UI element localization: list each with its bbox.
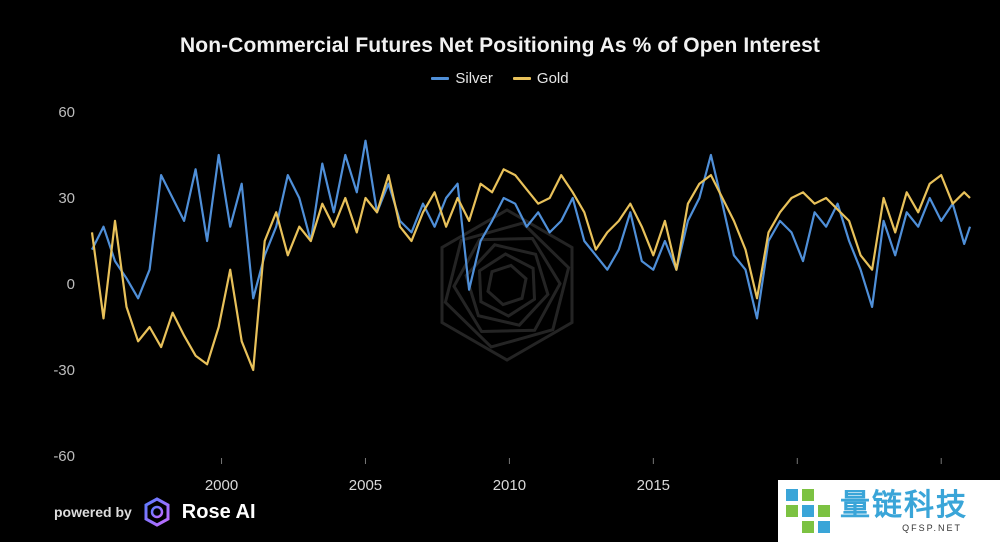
footer: powered by Rose AI (54, 497, 256, 527)
background-logo-ring (443, 221, 571, 349)
legend-swatch-silver (431, 77, 450, 80)
x-tick-label: 2010 (493, 477, 526, 494)
series-line-gold (90, 168, 971, 372)
legend-item-silver[interactable]: Silver (431, 70, 493, 87)
x-tick-label: 2015 (637, 477, 670, 494)
background-logo-ring (440, 208, 574, 362)
background-logo-ring (486, 263, 528, 307)
y-tick-label: 60 (58, 104, 75, 121)
y-tick-label: -60 (53, 448, 75, 465)
watermark-url: QFSP.NET (902, 523, 962, 533)
series-group (90, 139, 972, 372)
chart-legend: Silver Gold (0, 70, 1000, 87)
x-tick-label: 2005 (349, 477, 382, 494)
legend-swatch-gold (512, 77, 531, 80)
y-tick-label: 0 (67, 276, 75, 293)
background-logo-ring (452, 236, 562, 334)
rose-ai-logo-icon (144, 497, 170, 527)
background-logo-ring (464, 243, 550, 327)
x-tick-label: 2000 (205, 477, 238, 494)
background-logo-icon (440, 208, 574, 362)
y-axis: 60 30 0 -30 -60 (53, 104, 75, 465)
series-line-silver (91, 139, 972, 320)
legend-label-gold: Gold (536, 70, 569, 87)
background-logo-ring (477, 252, 537, 318)
y-tick-label: 30 (58, 190, 75, 207)
watermark-logo-icon (786, 489, 830, 533)
chart-title: Non-Commercial Futures Net Positioning A… (180, 34, 820, 57)
brand-name[interactable]: Rose AI (181, 500, 256, 523)
y-tick-label: -30 (53, 362, 75, 379)
legend-label-silver: Silver (455, 70, 493, 87)
watermark: 量链科技 QFSP.NET (778, 480, 1000, 542)
legend-item-gold[interactable]: Gold (512, 70, 569, 87)
powered-by-label: powered by (54, 504, 132, 520)
watermark-text: 量链科技 (840, 489, 968, 522)
